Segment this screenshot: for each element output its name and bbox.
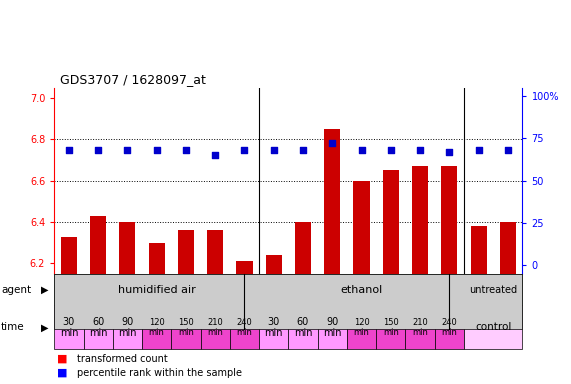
- Bar: [207, 230, 223, 384]
- Bar: [353, 181, 369, 384]
- Text: humidified air: humidified air: [118, 285, 195, 295]
- Point: [152, 147, 161, 153]
- Point: [386, 147, 395, 153]
- Bar: [61, 237, 77, 384]
- Point: [94, 147, 103, 153]
- Text: 120
min: 120 min: [148, 318, 164, 337]
- Bar: [90, 216, 106, 384]
- Text: 90
min: 90 min: [118, 316, 136, 338]
- Text: control: control: [475, 322, 512, 333]
- Bar: [119, 222, 135, 384]
- Text: 150
min: 150 min: [383, 318, 399, 337]
- Point: [65, 147, 74, 153]
- Point: [416, 147, 425, 153]
- Text: GDS3707 / 1628097_at: GDS3707 / 1628097_at: [60, 73, 206, 86]
- Text: untreated: untreated: [469, 285, 517, 295]
- Text: ethanol: ethanol: [340, 285, 383, 295]
- Text: ■: ■: [57, 368, 67, 378]
- Bar: [178, 230, 194, 384]
- Text: percentile rank within the sample: percentile rank within the sample: [77, 368, 242, 378]
- Text: transformed count: transformed count: [77, 354, 168, 364]
- Text: 60
min: 60 min: [89, 316, 107, 338]
- Text: 60
min: 60 min: [293, 316, 312, 338]
- Text: 240
min: 240 min: [236, 318, 252, 337]
- Text: 240
min: 240 min: [441, 318, 457, 337]
- Bar: [295, 222, 311, 384]
- Point: [299, 147, 308, 153]
- Point: [445, 149, 454, 155]
- Text: time: time: [1, 322, 25, 333]
- Text: ▶: ▶: [41, 322, 49, 333]
- Bar: [383, 170, 399, 384]
- Point: [503, 147, 512, 153]
- Point: [357, 147, 366, 153]
- Text: 30
min: 30 min: [59, 316, 78, 338]
- Text: agent: agent: [1, 285, 31, 295]
- Bar: [266, 255, 282, 384]
- Bar: [148, 243, 164, 384]
- Point: [240, 147, 249, 153]
- Point: [269, 147, 278, 153]
- Text: ■: ■: [57, 354, 67, 364]
- Bar: [324, 129, 340, 384]
- Text: ▶: ▶: [41, 285, 49, 295]
- Text: 210
min: 210 min: [412, 318, 428, 337]
- Text: 210
min: 210 min: [207, 318, 223, 337]
- Bar: [412, 166, 428, 384]
- Point: [123, 147, 132, 153]
- Point: [474, 147, 483, 153]
- Point: [182, 147, 191, 153]
- Bar: [441, 166, 457, 384]
- Bar: [471, 226, 486, 384]
- Bar: [500, 222, 516, 384]
- Bar: [236, 262, 252, 384]
- Point: [211, 152, 220, 158]
- Text: 150
min: 150 min: [178, 318, 194, 337]
- Text: 120
min: 120 min: [353, 318, 369, 337]
- Text: 30
min: 30 min: [264, 316, 283, 338]
- Text: 90
min: 90 min: [323, 316, 341, 338]
- Point: [328, 141, 337, 147]
